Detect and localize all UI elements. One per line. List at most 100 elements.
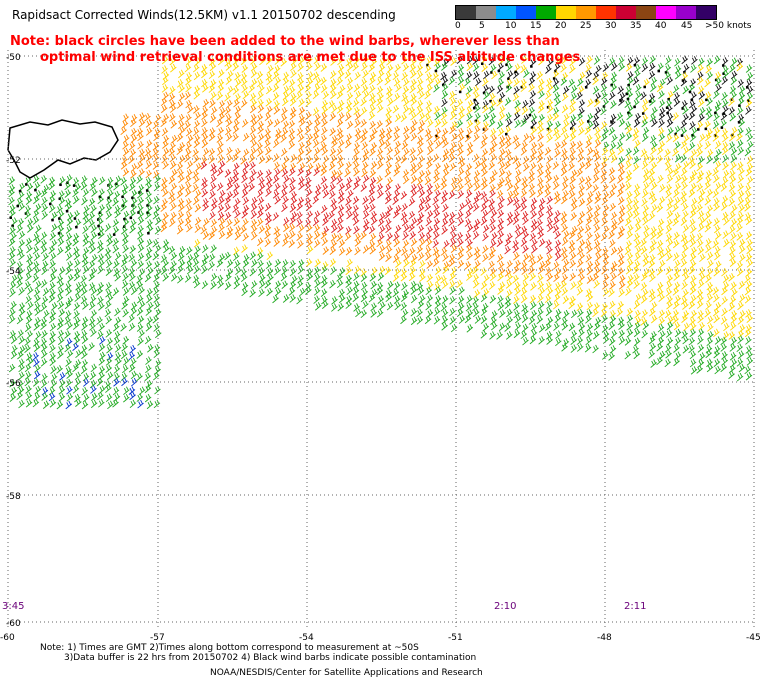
wind-barb	[728, 106, 736, 116]
wind-barb	[440, 195, 448, 205]
wind-barb	[664, 71, 671, 80]
wind-barb	[728, 197, 735, 207]
wind-barb	[226, 259, 234, 268]
wind-barb	[24, 281, 31, 290]
wind-barb	[42, 400, 50, 409]
wind-barb	[433, 307, 441, 317]
wind-barb	[320, 134, 327, 144]
wind-barb	[522, 336, 529, 346]
wind-barb	[632, 132, 639, 142]
wind-barb	[530, 197, 538, 207]
wind-barb	[106, 344, 113, 354]
wind-barb	[736, 139, 744, 149]
wind-barb	[88, 272, 96, 282]
wind-barb	[441, 218, 449, 228]
wind-barb	[712, 239, 720, 249]
wind-barb	[627, 224, 634, 233]
wind-barb	[264, 211, 272, 221]
wind-barb	[194, 111, 202, 121]
wind-barb	[274, 231, 281, 240]
wind-barb	[272, 70, 280, 80]
wind-barb	[56, 321, 64, 330]
wind-barb	[498, 168, 506, 178]
wind-barb	[457, 167, 465, 177]
wind-barb	[360, 134, 367, 143]
wind-barb	[346, 120, 354, 130]
scale-swatch	[516, 6, 536, 19]
wind-barb	[576, 287, 584, 296]
wind-barb	[402, 85, 410, 95]
wind-barb	[666, 281, 673, 290]
wind-barb	[609, 300, 616, 310]
wind-barb	[288, 86, 296, 95]
wind-barb	[146, 294, 153, 304]
wind-barb	[224, 126, 232, 136]
wind-barb	[290, 62, 297, 72]
wind-barb	[313, 295, 320, 304]
wind-barb	[634, 316, 642, 325]
wind-barb	[177, 218, 185, 228]
wind-barb	[674, 65, 682, 74]
wind-barb	[186, 223, 193, 233]
wind-barb	[314, 77, 322, 86]
wind-barb	[586, 275, 594, 284]
wind-barb	[458, 202, 466, 212]
wind-barb	[346, 84, 354, 93]
wind-barb	[298, 98, 305, 107]
wind-barb	[178, 84, 185, 94]
scale-swatch	[536, 6, 556, 19]
wind-barb	[697, 359, 705, 368]
wind-barb	[546, 210, 554, 219]
wind-barb	[146, 400, 154, 410]
wind-barb	[377, 218, 385, 227]
wind-barb	[347, 189, 354, 199]
wind-barb	[617, 267, 625, 276]
wind-barb	[618, 196, 625, 206]
wind-barb	[568, 322, 576, 332]
wind-barb	[450, 104, 458, 114]
wind-barb	[665, 233, 673, 242]
wind-barb	[257, 252, 264, 261]
wind-barb	[194, 224, 202, 233]
wind-barb	[169, 218, 176, 228]
wind-barb	[304, 126, 311, 135]
contamination-marker	[482, 91, 486, 95]
wind-barb	[176, 162, 184, 171]
wind-barb	[210, 272, 218, 282]
wind-barb	[192, 148, 199, 157]
wind-barb	[472, 231, 480, 240]
wind-barb	[33, 252, 41, 262]
wind-barb	[330, 218, 338, 228]
wind-barb	[706, 58, 713, 67]
wind-barb	[561, 92, 569, 102]
wind-barb	[648, 288, 656, 298]
wind-barb	[482, 288, 490, 297]
wind-barb	[347, 62, 354, 72]
contamination-marker	[73, 217, 77, 220]
wind-barb	[529, 162, 537, 171]
wind-barb	[163, 244, 170, 254]
wind-barb	[650, 301, 658, 311]
wind-barb	[489, 267, 497, 276]
wind-barb	[137, 196, 145, 206]
wind-barb	[569, 259, 577, 269]
wind-barb	[146, 238, 153, 248]
wind-barb	[464, 77, 471, 87]
wind-barb	[411, 119, 418, 128]
wind-barb	[345, 279, 353, 288]
wind-barb	[297, 133, 305, 143]
wind-barb	[392, 254, 400, 263]
scale-swatch	[676, 6, 696, 19]
wind-barb	[593, 260, 601, 269]
wind-barb	[625, 265, 633, 275]
wind-barb	[160, 223, 168, 233]
wind-barb	[336, 169, 343, 179]
wind-barb	[666, 300, 673, 310]
wind-barb	[482, 322, 490, 332]
wind-barb	[625, 147, 632, 157]
wind-barb	[530, 223, 538, 233]
wind-barb	[321, 237, 329, 246]
wind-barb	[98, 322, 105, 332]
wind-barb	[137, 140, 144, 150]
wind-barb	[560, 77, 568, 86]
